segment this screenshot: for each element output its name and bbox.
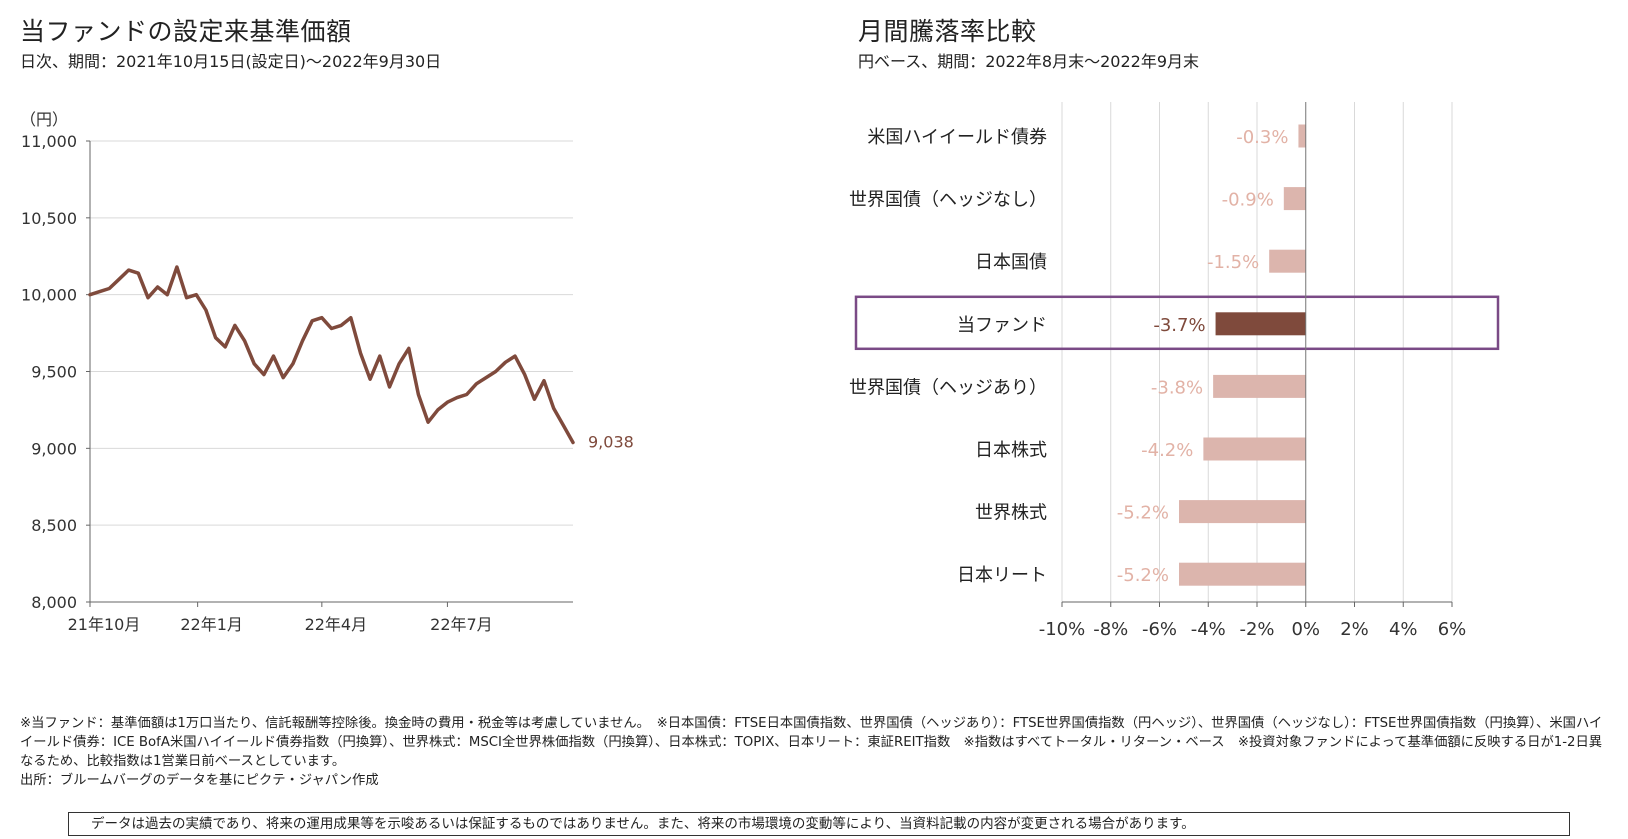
footnote-source: 出所：ブルームバーグのデータを基にピクテ・ジャパン作成 (20, 773, 379, 788)
y-axis-unit-label: （円） (20, 110, 68, 129)
bar (1179, 500, 1306, 524)
bar (1203, 437, 1306, 461)
bar (1269, 249, 1306, 273)
bar (1283, 187, 1306, 211)
y-tick-label: 8,500 (31, 516, 77, 535)
bar (1215, 312, 1306, 336)
value-label: -3.8% (1151, 377, 1203, 398)
x-tick-label: -4% (1191, 619, 1226, 640)
value-label: -5.2% (1117, 503, 1169, 524)
value-label: -0.9% (1222, 190, 1274, 211)
value-label: -1.5% (1207, 252, 1259, 273)
x-tick-label: -10% (1039, 619, 1086, 640)
value-label: -3.7% (1153, 315, 1205, 336)
bar (1213, 374, 1306, 398)
bar-chart-subtitle: 円ベース、期間：2022年8月末～2022年9月末 (858, 52, 1199, 71)
disclaimer-box: データは過去の実績であり、将来の運用成果等を示唆あるいは保証するものではありませ… (68, 812, 1570, 836)
footnote-indices: ※当ファンド：基準価額は1万口当たり、信託報酬等控除後。換金時の費用・税金等は考… (20, 716, 1603, 769)
category-label: 当ファンド (957, 315, 1047, 336)
x-tick-label: 21年10月 (68, 615, 141, 634)
value-label: -5.2% (1117, 565, 1169, 586)
x-tick-label: 0% (1291, 619, 1320, 640)
x-tick-label: 22年1月 (180, 615, 243, 634)
end-value-label: 9,038 (588, 432, 634, 451)
bar (1298, 124, 1306, 148)
x-tick-label: 2% (1340, 619, 1369, 640)
value-label: -0.3% (1236, 127, 1288, 148)
category-label: 世界株式 (975, 503, 1047, 524)
x-tick-label: 4% (1389, 619, 1418, 640)
monthly-return-bar-chart: 米国ハイイールド債券 -0.3% 世界国債（ヘッジなし） -0.9% 日本国債 -1.5%… (849, 102, 1500, 640)
x-tick-label: -6% (1142, 619, 1177, 640)
highlight-box (854, 295, 1500, 351)
x-tick-label: -8% (1093, 619, 1128, 640)
line-chart-subtitle: 日次、期間：2021年10月15日(設定日)～2022年9月30日 (20, 52, 442, 71)
category-label: 世界国債（ヘッジなし） (849, 190, 1047, 211)
y-tick-label: 10,000 (21, 286, 77, 305)
y-tick-label: 9,000 (31, 439, 77, 458)
category-label: 世界国債（ヘッジあり） (849, 377, 1047, 398)
bar-chart-title: 月間騰落率比較 (858, 17, 1037, 46)
x-tick-label: 22年7月 (430, 615, 493, 634)
footnotes: ※当ファンド：基準価額は1万口当たり、信託報酬等控除後。換金時の費用・税金等は考… (20, 714, 1615, 790)
y-tick-label: 9,500 (31, 363, 77, 382)
category-label: 米国ハイイールド債券 (867, 127, 1047, 148)
x-tick-label: -2% (1239, 619, 1274, 640)
y-tick-label: 10,500 (21, 209, 77, 228)
x-tick-label: 6% (1438, 619, 1467, 640)
nav-line-chart: （円） 8,000 8,500 9,000 9,500 10,000 10,500 11,00… (20, 110, 634, 634)
nav-series-line (88, 265, 575, 445)
y-tick-label: 8,000 (31, 593, 77, 612)
bar (1179, 562, 1306, 586)
line-chart-title: 当ファンドの設定来基準価額 (20, 17, 352, 46)
y-tick-label: 11,000 (21, 132, 77, 151)
value-label: -4.2% (1141, 440, 1193, 461)
x-tick-label: 22年4月 (305, 615, 368, 634)
category-label: 日本国債 (975, 252, 1047, 273)
category-label: 日本リート (957, 565, 1047, 586)
category-label: 日本株式 (975, 440, 1047, 461)
